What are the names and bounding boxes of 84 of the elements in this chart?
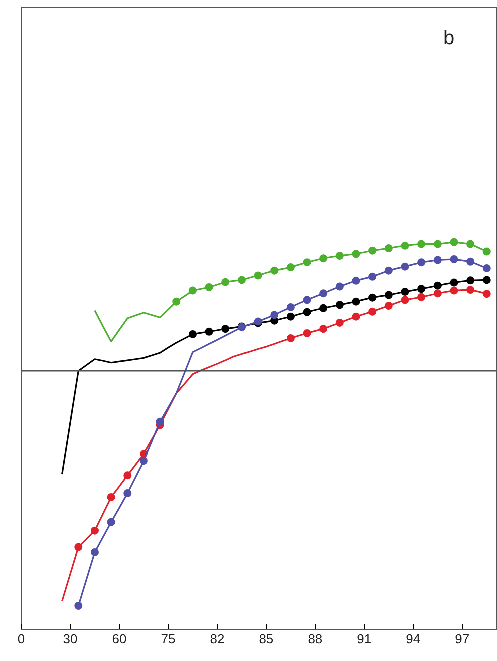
point — [352, 276, 360, 285]
point — [450, 256, 458, 264]
point — [418, 258, 426, 267]
point — [450, 278, 458, 287]
point — [303, 258, 312, 267]
point — [222, 325, 230, 334]
point — [401, 288, 410, 296]
point — [286, 312, 295, 321]
x-tick-label: 88 — [308, 632, 323, 646]
point — [368, 272, 377, 281]
point — [124, 490, 132, 498]
point — [205, 284, 214, 292]
point — [90, 548, 99, 556]
x-tick-label: 91 — [357, 632, 372, 646]
point — [384, 302, 393, 310]
point — [286, 303, 295, 312]
point — [466, 258, 475, 266]
point — [401, 262, 410, 271]
point — [124, 472, 132, 480]
text: b — [444, 28, 455, 50]
point — [320, 290, 328, 298]
point — [107, 493, 116, 502]
x-tick-label: 75 — [161, 632, 176, 646]
point — [450, 286, 458, 295]
point — [188, 330, 197, 338]
point — [320, 254, 328, 263]
point — [466, 240, 475, 248]
x-tick-label: 94 — [406, 632, 421, 646]
point — [401, 242, 410, 250]
point — [107, 518, 116, 526]
point — [140, 457, 148, 466]
point — [286, 334, 295, 342]
point — [320, 325, 328, 334]
point — [401, 296, 410, 304]
point — [418, 293, 426, 302]
point — [303, 330, 312, 338]
point — [450, 238, 458, 246]
x-tick-label: 85 — [259, 632, 274, 646]
point — [482, 290, 491, 298]
x-tick-label: 30 — [63, 632, 78, 646]
x-tick-label: 97 — [455, 632, 470, 646]
point — [336, 301, 344, 310]
point — [418, 240, 426, 248]
point — [466, 286, 475, 294]
point — [482, 276, 491, 284]
point — [303, 308, 312, 316]
point — [434, 290, 442, 298]
point — [254, 272, 262, 280]
point — [336, 318, 344, 327]
point — [336, 282, 344, 291]
point — [434, 256, 442, 264]
point — [352, 312, 360, 321]
point — [466, 276, 475, 285]
point — [188, 286, 197, 295]
point — [74, 602, 83, 610]
point — [368, 308, 377, 316]
point — [286, 264, 295, 272]
point — [156, 418, 164, 426]
point — [270, 311, 279, 320]
x-tick-label: 0 — [18, 632, 26, 646]
point — [418, 285, 426, 294]
x-tick-label: 60 — [112, 632, 127, 646]
point — [352, 250, 360, 258]
point — [320, 304, 328, 312]
point — [384, 244, 393, 252]
point — [352, 298, 360, 306]
point — [270, 266, 279, 275]
point — [74, 543, 83, 552]
point — [222, 278, 230, 286]
point — [205, 328, 214, 336]
point — [384, 266, 393, 275]
point — [336, 252, 344, 260]
point — [434, 240, 442, 248]
x-tick-label: 82 — [210, 632, 225, 646]
point — [482, 264, 491, 272]
point — [482, 248, 491, 256]
point — [90, 526, 99, 535]
point — [303, 296, 312, 304]
point — [368, 294, 377, 302]
point — [434, 282, 442, 290]
point — [238, 276, 246, 284]
point — [368, 246, 377, 255]
point — [172, 298, 181, 306]
point — [384, 291, 393, 300]
